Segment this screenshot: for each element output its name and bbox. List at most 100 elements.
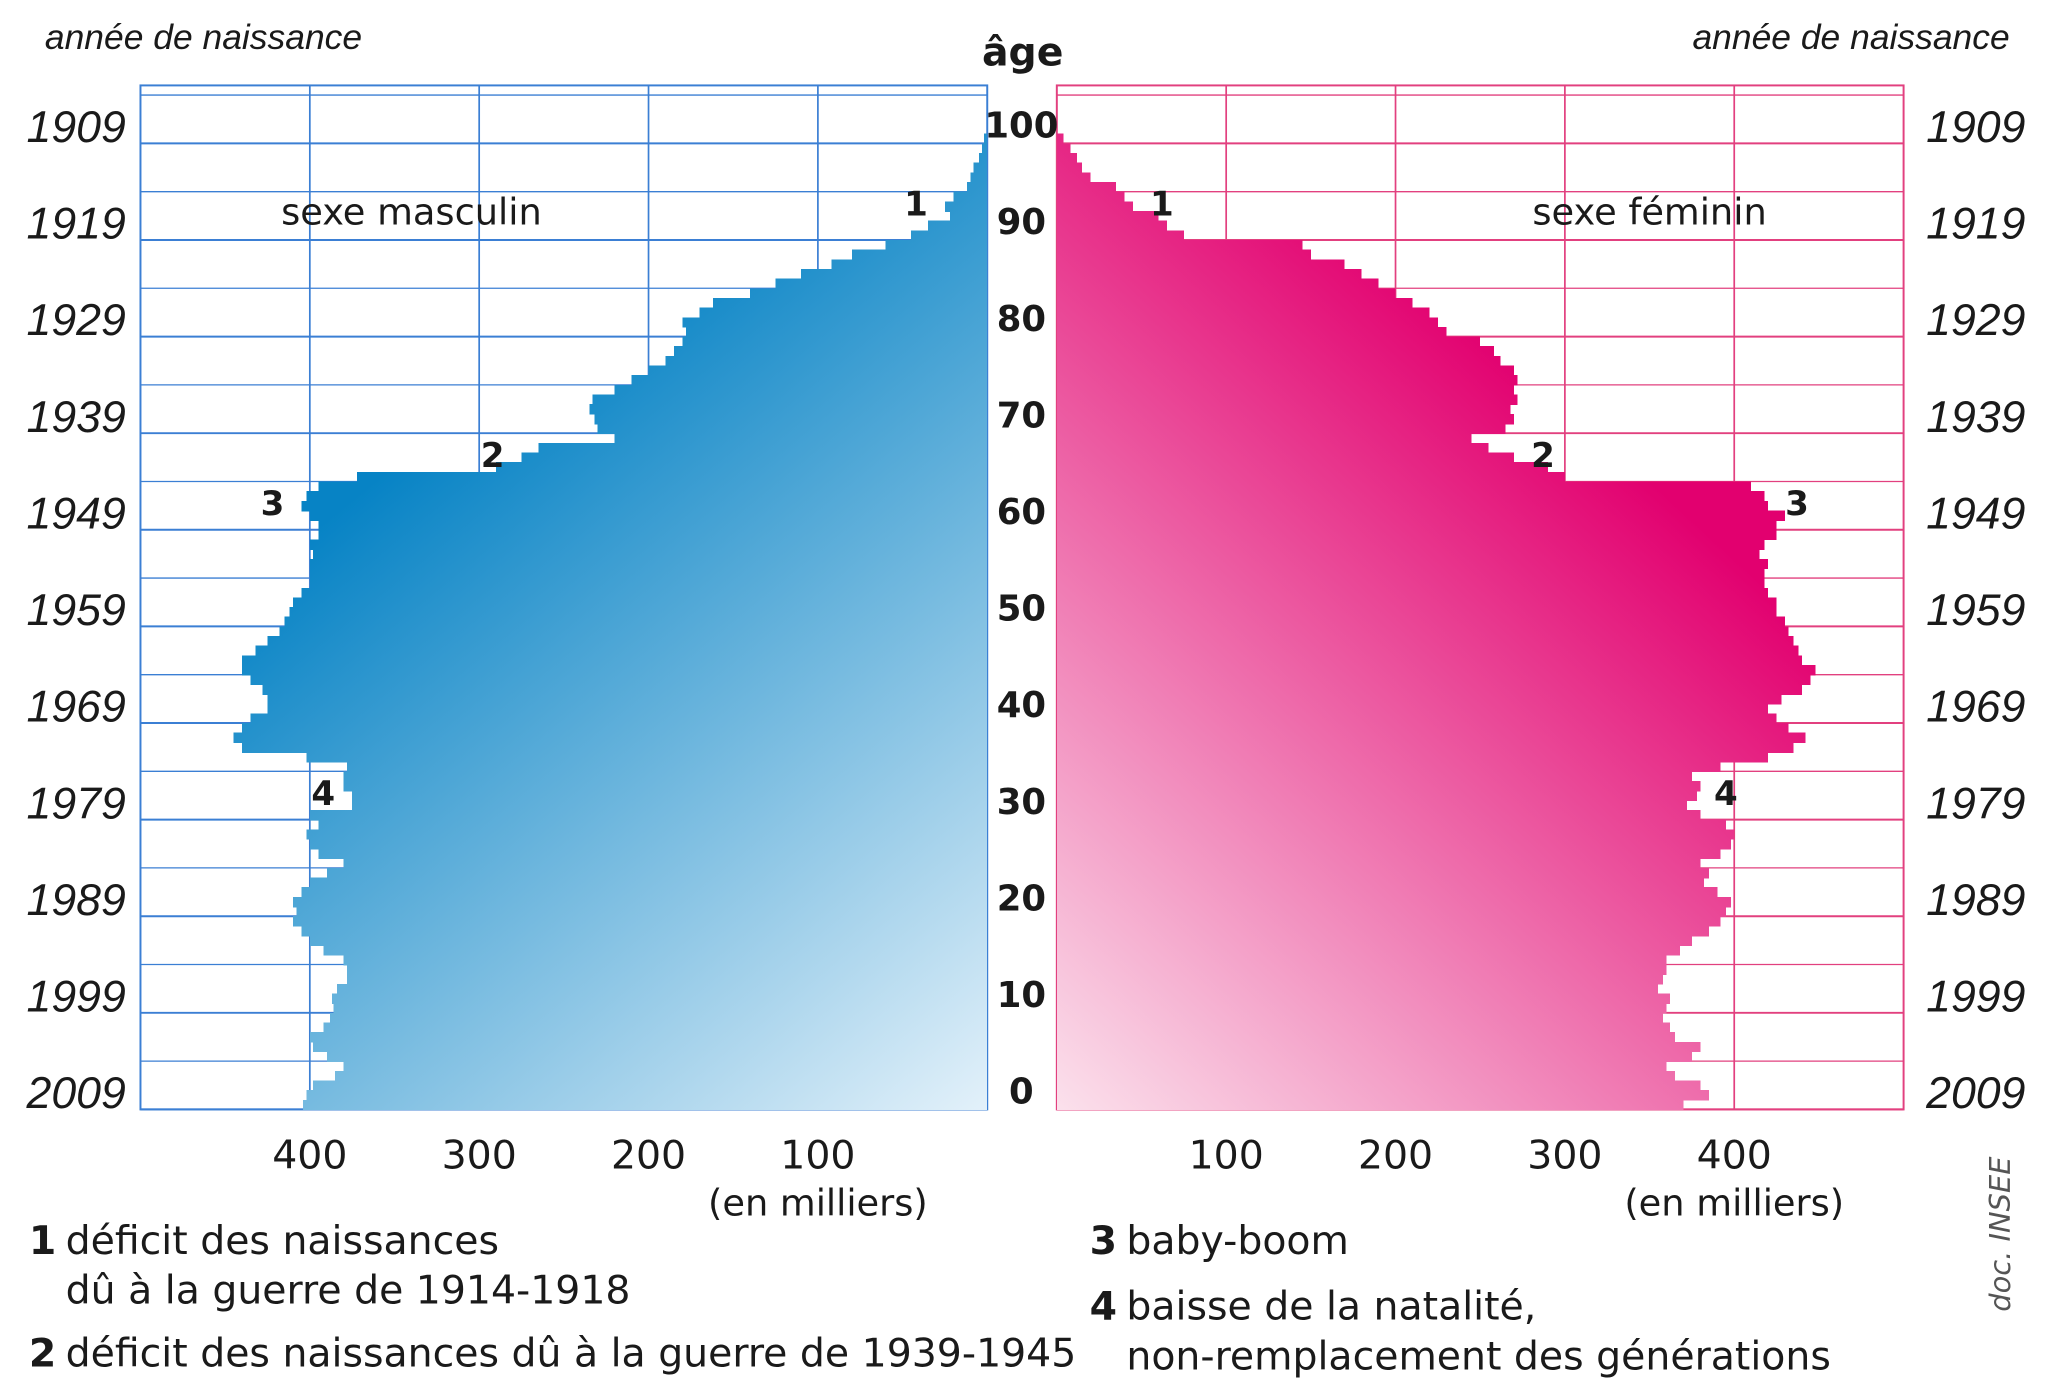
- bar: [1056, 925, 1709, 937]
- bar: [1056, 529, 1777, 541]
- bar: [594, 413, 988, 425]
- y-tick-label: 30: [997, 782, 1046, 823]
- bar: [775, 278, 988, 290]
- bar: [1056, 471, 1565, 483]
- annotation: 2: [1531, 436, 1555, 476]
- bar: [330, 1012, 988, 1024]
- bar: [279, 626, 988, 637]
- x-tick-label: 100: [1189, 1132, 1264, 1178]
- bar: [1056, 1061, 1667, 1072]
- bar: [673, 346, 988, 357]
- y2-tick-label: 1939: [1926, 393, 2025, 442]
- bar: [306, 1090, 988, 1101]
- y-tick-label: 90: [997, 202, 1046, 243]
- bar: [1056, 558, 1769, 570]
- bar: [347, 761, 988, 773]
- bar: [1056, 162, 1083, 174]
- bar: [352, 790, 988, 802]
- source: doc. INSEE: [1983, 1156, 2017, 1312]
- bar: [347, 964, 988, 975]
- bar: [309, 877, 988, 889]
- note-number: 1: [29, 1218, 56, 1264]
- bar: [1056, 462, 1548, 473]
- bar: [1056, 665, 1816, 676]
- bar: [1056, 848, 1721, 860]
- bar: [927, 220, 988, 232]
- x-tick-label: 100: [780, 1132, 855, 1178]
- annotation: 2: [481, 436, 505, 476]
- bar: [1056, 983, 1659, 995]
- bar: [1056, 636, 1794, 647]
- bar: [343, 1061, 988, 1072]
- bar: [1056, 655, 1802, 666]
- y2-tick-label: 2009: [26, 1069, 126, 1118]
- bar: [1056, 172, 1091, 183]
- bar: [631, 375, 988, 386]
- bar: [1056, 829, 1735, 840]
- bar: [292, 916, 988, 927]
- bar: [262, 684, 988, 695]
- y-tick-label: 10: [997, 975, 1046, 1016]
- annotation: 1: [1150, 185, 1174, 225]
- bar: [1056, 568, 1765, 579]
- bar: [301, 925, 988, 937]
- bar: [309, 935, 988, 946]
- bar: [1056, 906, 1726, 917]
- y-tick-label: 20: [997, 878, 1046, 919]
- bar: [1056, 1051, 1692, 1062]
- bar: [1056, 790, 1697, 802]
- bar: [336, 983, 988, 995]
- bar: [313, 549, 988, 560]
- bar: [301, 587, 988, 599]
- annotation: 4: [1714, 774, 1738, 814]
- y2-tick-label: 1999: [27, 972, 126, 1021]
- bar: [1056, 1041, 1701, 1053]
- y-tick-label: 40: [997, 685, 1046, 726]
- y2-tick-label: 1969: [27, 683, 126, 732]
- bar: [1056, 133, 1064, 145]
- y2-tick-label: 1949: [1926, 489, 2025, 538]
- bar: [309, 568, 988, 579]
- y2-tick-label: 1959: [1926, 586, 2025, 635]
- bar: [309, 838, 988, 850]
- bar: [306, 751, 988, 763]
- y2-tick-label: 1999: [1926, 972, 2025, 1021]
- bar: [1056, 916, 1721, 927]
- note-number: 3: [1090, 1218, 1117, 1264]
- bar: [1056, 268, 1362, 280]
- bar: [966, 182, 988, 193]
- bar: [1056, 935, 1692, 946]
- bar: [614, 384, 988, 396]
- bar: [333, 1003, 988, 1014]
- bar: [309, 1032, 988, 1043]
- bar: [296, 906, 988, 917]
- bar: [1056, 722, 1789, 734]
- y2-tick-label: 1909: [27, 103, 126, 152]
- y-tick-label: 50: [997, 589, 1046, 630]
- bar: [1056, 481, 1752, 492]
- bar: [1056, 220, 1167, 232]
- y2-tick-label: 1969: [1926, 683, 2025, 732]
- x-tick-label: 200: [611, 1132, 686, 1178]
- bar: [303, 1099, 988, 1111]
- bar: [1056, 974, 1664, 985]
- bar: [911, 230, 988, 241]
- bar: [1056, 201, 1134, 212]
- bar: [1056, 838, 1731, 850]
- bar: [1056, 259, 1345, 270]
- bar: [292, 597, 988, 608]
- bar: [313, 1041, 988, 1053]
- bar: [242, 655, 988, 666]
- bar: [1056, 703, 1769, 715]
- bar: [1056, 587, 1769, 599]
- bar: [970, 172, 988, 183]
- bar: [648, 365, 988, 377]
- bar: [699, 307, 988, 319]
- bar: [1056, 780, 1701, 792]
- bar: [267, 703, 988, 715]
- bar: [326, 1051, 988, 1062]
- note-text: déficit des naissances: [66, 1218, 499, 1264]
- bar: [1056, 616, 1786, 628]
- bar: [1056, 742, 1794, 753]
